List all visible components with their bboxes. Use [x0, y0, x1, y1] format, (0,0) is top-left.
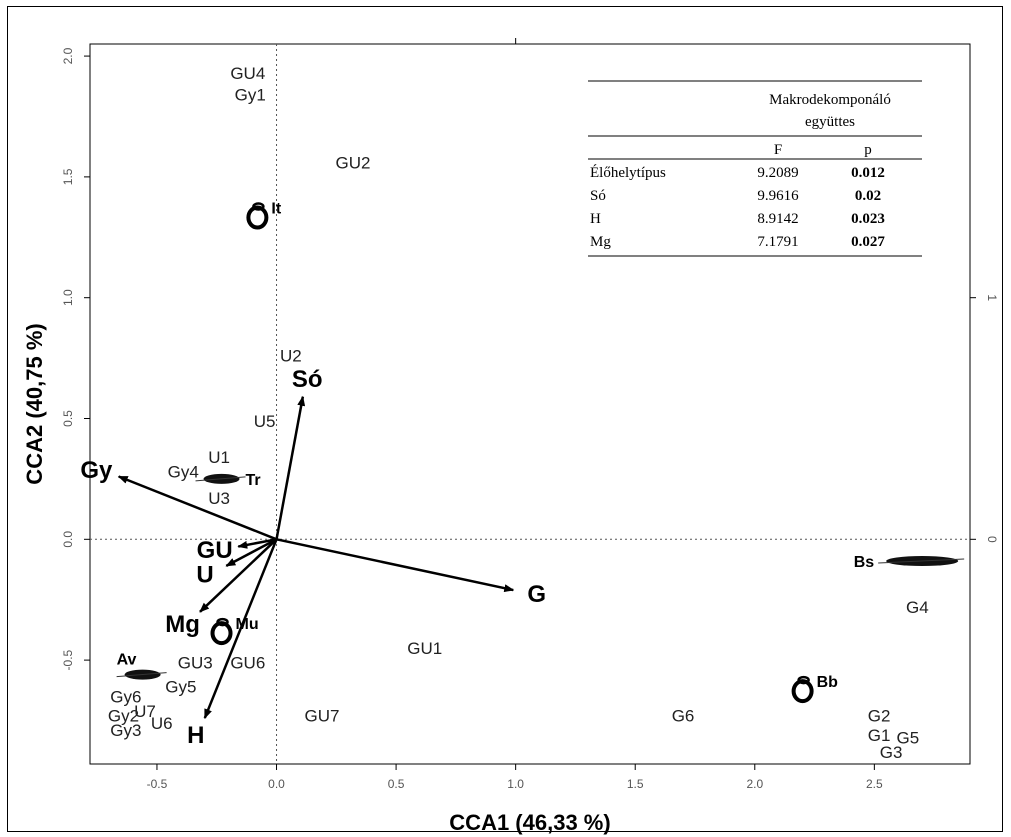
species-cloud-spread: [116, 672, 167, 678]
site-label: Gy1: [235, 86, 266, 105]
site-label: G2: [868, 707, 891, 726]
env-arrow-label: Gy: [80, 457, 113, 484]
env-arrow-label: Mg: [165, 611, 200, 638]
x-tick-label: 2.5: [866, 777, 883, 791]
table-row-name: H: [590, 211, 601, 227]
site-label: G6: [672, 707, 695, 726]
x-tick-label: 1.0: [507, 777, 524, 791]
species-label: Bb: [817, 674, 839, 691]
table-row-f: 7.1791: [757, 234, 798, 250]
site-label: GU1: [407, 639, 442, 658]
env-arrow: [276, 538, 515, 593]
table-header-f: F: [774, 142, 782, 158]
y-axis-title: CCA2 (40,75 %): [22, 323, 47, 484]
table-row-name: Só: [590, 188, 606, 204]
site-label: U1: [208, 448, 230, 467]
site-label: GU3: [178, 654, 213, 673]
site-label: U6: [151, 714, 173, 733]
species-label: Av: [117, 652, 137, 669]
species-loop-knot: [252, 202, 265, 211]
species-loop-mark: [210, 621, 233, 646]
species-label: Bs: [854, 554, 875, 571]
env-arrow-label: U: [196, 561, 213, 588]
site-label: U3: [208, 489, 230, 508]
x-axis-title: CCA1 (46,33 %): [449, 810, 610, 835]
site-label: U5: [254, 412, 276, 431]
y-tick-label: -0.5: [61, 649, 75, 670]
plot-area-border: [89, 43, 971, 765]
table-row-f: 9.2089: [757, 165, 798, 181]
env-arrow: [199, 538, 278, 613]
site-label: G4: [906, 598, 929, 617]
site-label: G5: [896, 728, 919, 747]
y-tick-label: 2.0: [61, 47, 75, 64]
species-loop-mark: [246, 205, 269, 230]
species-cloud-spread: [195, 476, 246, 482]
site-label: Gy2: [108, 707, 139, 726]
env-arrow: [225, 538, 278, 567]
species-label: Mu: [236, 616, 259, 633]
table-rows: Élőhelytípus 9.2089 0.012 Só 9.9616 0.02 H 8.91…: [590, 164, 885, 250]
site-label: G3: [880, 743, 903, 762]
table-row-f: 9.9616: [757, 188, 799, 204]
species-cloud-spread: [878, 558, 965, 564]
table-row-name: Élőhelytípus: [590, 164, 666, 181]
right-tick-label: 1: [985, 294, 999, 301]
table-row-p: 0.023: [851, 211, 885, 227]
results-table: Makrodekomponáló együttes F p Élőhelytíp…: [588, 80, 922, 257]
env-arrow-label: H: [187, 722, 204, 749]
table-row-p: 0.02: [855, 188, 881, 204]
env-arrow: [203, 538, 278, 720]
y-tick-label: 1.5: [61, 168, 75, 185]
species-loop-mark: [791, 679, 814, 704]
x-tick-label: -0.5: [147, 777, 168, 791]
x-tick-label: 1.5: [627, 777, 644, 791]
env-arrow: [237, 538, 277, 549]
table-row-name: Mg: [590, 234, 611, 250]
species-clusters: It Tr Mu Av Bs Bb: [116, 201, 965, 704]
species-loop-knot: [216, 617, 229, 627]
site-label: G1: [868, 726, 891, 745]
species-label: Tr: [246, 472, 261, 489]
site-label: GU2: [336, 153, 371, 172]
table-row-p: 0.012: [851, 165, 885, 181]
site-label: Gy4: [168, 463, 199, 482]
site-label: U2: [280, 347, 302, 366]
y-tick-label: 0.5: [61, 410, 75, 427]
table-title-line2: együttes: [805, 114, 855, 130]
site-label: U7: [134, 702, 156, 721]
x-tick-label: 2.0: [746, 777, 763, 791]
env-arrow-label: Só: [292, 366, 323, 393]
species-loop-knot: [797, 675, 810, 685]
table-row-f: 8.9142: [757, 211, 798, 227]
x-tick-label: 0.5: [388, 777, 405, 791]
site-label: GU6: [230, 654, 265, 673]
species-label: It: [271, 201, 281, 218]
site-label: GU4: [230, 64, 265, 83]
y-tick-label: 0.0: [61, 531, 75, 548]
env-arrow-label: G: [527, 581, 546, 608]
y-tick-label: 1.0: [61, 289, 75, 306]
figure-frame: [7, 6, 1003, 832]
env-arrow: [117, 475, 277, 541]
axis-ticks: -0.5 0.0 0.5 1.0 1.5 2.0 2.5 -0.5 0.0 0.5 1.0 1.5 2.…: [61, 38, 999, 791]
site-label: GU7: [304, 707, 339, 726]
site-label: Gy3: [110, 721, 141, 740]
env-arrow: [275, 395, 306, 540]
site-label: Gy6: [110, 687, 141, 706]
environment-arrows: Só Gy GUU Mg H G: [80, 366, 546, 749]
x-tick-label: 0.0: [268, 777, 285, 791]
zero-reference-lines: [90, 44, 970, 764]
table-title-line1: Makrodekomponáló: [769, 92, 891, 108]
table-row-p: 0.027: [851, 234, 885, 250]
site-label: Gy5: [165, 678, 196, 697]
env-arrow-label: GU: [197, 537, 233, 564]
table-header-p: p: [864, 142, 872, 158]
right-tick-label: 0: [985, 536, 999, 543]
